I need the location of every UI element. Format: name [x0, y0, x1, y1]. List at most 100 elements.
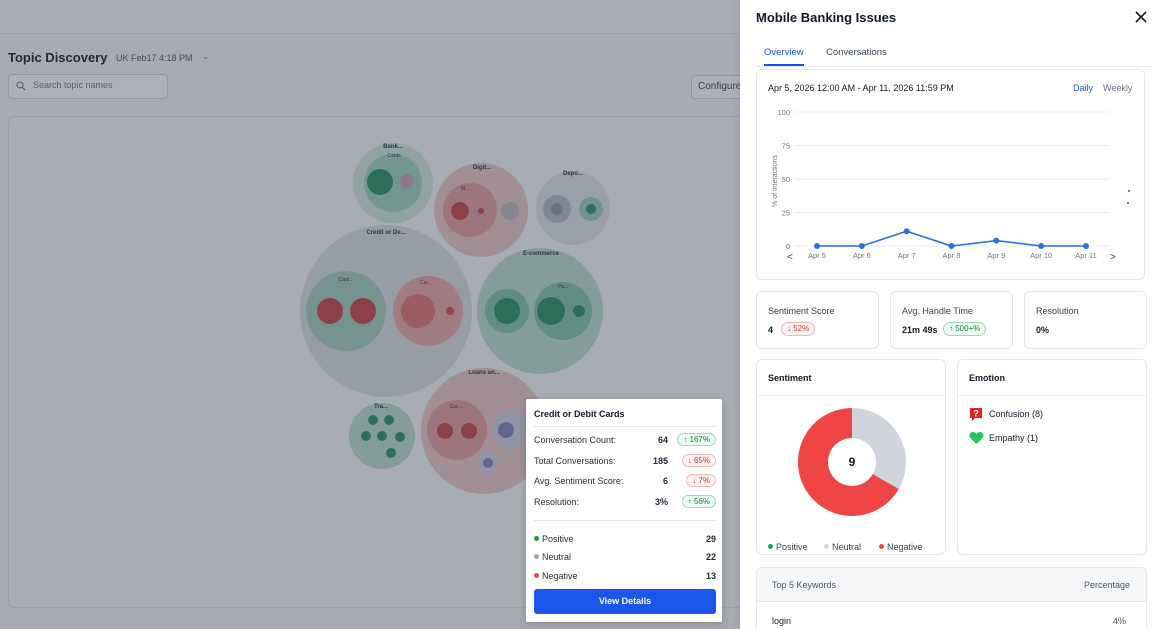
bubble-label-digital: Digit...	[473, 165, 492, 171]
donut-center-value: 9	[849, 455, 856, 469]
chart-next-button[interactable]: >	[1110, 252, 1116, 263]
sentiment-label: Negative	[542, 571, 578, 581]
emotion-label: Empathy (1)	[989, 433, 1039, 443]
stat-label: Total Conversations:	[534, 456, 616, 466]
bubble-digital-inner	[443, 183, 497, 237]
metric-label: Resolution	[1036, 306, 1079, 316]
bubble-credit-debit-cards	[306, 271, 386, 351]
sentiment-donut-chart: 9	[798, 408, 906, 516]
data-point	[1083, 243, 1089, 249]
legend-label: Neutral	[832, 542, 862, 552]
chevron-down-icon[interactable]: ⌄	[202, 51, 210, 61]
stat-value: 3%	[654, 497, 668, 507]
metric-label: Sentiment Score	[768, 306, 835, 316]
sentiment-score-card: Sentiment Score 4 ↓ 52%	[756, 291, 879, 349]
bubble-sublabel-digital: M...	[461, 186, 469, 192]
chart-prev-button[interactable]: <	[787, 252, 793, 263]
change-value: 7%	[698, 476, 710, 485]
daily-toggle[interactable]: Daily	[1073, 83, 1094, 93]
resolution-card: Resolution 0%	[1024, 291, 1147, 349]
bubble-sublabel-loans: Cus...	[449, 404, 462, 410]
bubble-loans-sub-1-dot-2	[461, 423, 477, 439]
bubble-transfers-dot-3	[361, 431, 371, 441]
stat-row: Conversation Count: 64 ↑ 167%	[534, 433, 716, 447]
change-badge: ↓ 65%	[681, 454, 716, 467]
bubble-loans-sub-3-core	[483, 458, 493, 468]
neutral-dot-icon	[534, 554, 539, 559]
bubble-label-deposits: Depo...	[563, 171, 583, 177]
change-value: 52%	[793, 324, 810, 333]
bubble-label-bank: Bank...	[383, 144, 403, 150]
bubble-loans-sub-1-dot-1	[437, 423, 453, 439]
change-value: 167%	[689, 435, 710, 444]
legend-label: Negative	[887, 542, 923, 552]
sentiment-label: Neutral	[542, 552, 572, 562]
tab-conversations[interactable]: Conversations	[826, 47, 887, 58]
data-point	[948, 243, 955, 249]
change-badge: ↑ 167%	[677, 433, 716, 446]
y-tick-label: 100	[777, 108, 790, 117]
card-title: Emotion	[969, 373, 1005, 383]
x-tick-label: Apr 9	[987, 251, 1005, 260]
sentiment-value: 29	[705, 534, 716, 544]
legend-label: Positive	[776, 542, 808, 552]
bubble-ecommerce-sub-2-dot	[573, 305, 585, 317]
interactions-chart-card: Apr 5, 2026 12:00 AM - Apr 11, 2026 11:5…	[756, 69, 1145, 280]
stat-label: Conversation Count:	[534, 435, 617, 445]
change-badge: ↓ 7%	[686, 474, 716, 487]
topic-bubble-chart[interactable]: Bank... Cards Digit... M... Depo... Cred…	[0, 0, 740, 629]
sentiment-card: Sentiment 9 Positive Neutral Negative	[756, 359, 946, 555]
positive-dot-icon	[534, 536, 539, 541]
emotion-card: Emotion ? Confusion (8) Empathy (1)	[957, 359, 1147, 555]
metric-value: 0%	[1036, 325, 1050, 335]
change-value: 500+%	[955, 324, 981, 333]
weekly-toggle[interactable]: Weekly	[1103, 83, 1133, 93]
panel-title: Mobile Banking Issues	[756, 10, 897, 25]
topic-search-box[interactable]	[8, 74, 168, 99]
data-point	[1038, 243, 1045, 249]
date-range: Apr 5, 2026 12:00 AM - Apr 11, 2026 11:5…	[768, 83, 954, 93]
bubble-deposits-sub-2-core	[586, 204, 596, 214]
date-filter-label[interactable]: UK Feb17 4:18 PM	[116, 53, 193, 63]
stat-row: Avg. Sentiment Score: 6 ↓ 7%	[534, 474, 716, 488]
metric-label: Avg. Handle Time	[902, 306, 973, 316]
table-row[interactable]: login 4%	[757, 612, 1146, 628]
bubble-bank-sub-2	[400, 174, 414, 188]
view-details-button[interactable]: View Details	[534, 589, 716, 614]
bubble-sublabel-bank: Cards	[387, 153, 401, 159]
green-heart-icon	[969, 432, 984, 444]
sentiment-row: Positive 29	[534, 533, 716, 545]
stat-value: 64	[657, 435, 668, 445]
bubble-transfers-dot-4	[377, 431, 387, 441]
svg-text:?: ?	[973, 409, 979, 419]
bubble-bank-sub-1	[367, 169, 393, 195]
bubble-deposits-sub-1-core	[551, 203, 563, 215]
stat-label: Avg. Sentiment Score:	[534, 476, 624, 486]
close-icon[interactable]	[1134, 10, 1148, 24]
x-tick-label: Apr 6	[853, 251, 871, 260]
top-keywords-table: Top 5 Keywords Percentage login 4%	[756, 567, 1147, 629]
change-badge: ↑ 56%	[681, 495, 716, 508]
sentiment-value: 22	[705, 552, 716, 562]
percentage-column-header: Percentage	[1083, 580, 1130, 590]
card-title: Sentiment	[768, 373, 812, 383]
neutral-dot-icon	[824, 544, 829, 549]
tab-overview[interactable]: Overview	[764, 47, 804, 66]
search-input[interactable]	[33, 80, 163, 90]
bubble-digital-sub-1	[451, 202, 469, 220]
data-point	[814, 243, 820, 249]
tooltip-title: Credit or Debit Cards	[534, 409, 625, 419]
y-tick-label: 75	[782, 142, 790, 151]
bubble-deposits	[536, 171, 610, 245]
data-point	[903, 228, 910, 235]
bubble-loans-sub-1	[427, 400, 487, 460]
sentiment-row: Neutral 22	[534, 551, 716, 563]
x-tick-label: Apr 11	[1075, 251, 1097, 260]
stat-label: Resolution:	[534, 497, 580, 507]
legend-positive: Positive	[768, 542, 808, 552]
bubble-sublabel-ecommerce: Pa...	[558, 284, 568, 290]
stat-value: 185	[652, 456, 668, 466]
topic-detail-panel: Mobile Banking Issues Overview Conversat…	[740, 0, 1152, 629]
bubble-digital-sub-2	[478, 208, 484, 214]
data-point	[993, 237, 1000, 244]
